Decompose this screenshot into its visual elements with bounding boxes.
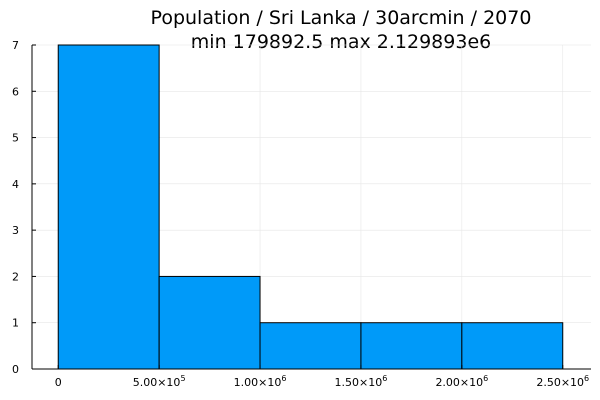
- x-tick-label: 1.00×106: [234, 374, 287, 389]
- x-tick-label: 2.50×106: [536, 374, 589, 389]
- y-tick-label: 4: [12, 178, 19, 191]
- histogram-bar: [158, 275, 261, 370]
- y-tick-label: 1: [12, 317, 19, 330]
- x-tick-label: 0: [55, 376, 62, 389]
- histogram-bar: [57, 44, 160, 370]
- histogram-bar: [461, 322, 564, 370]
- x-tick-label: 2.00×106: [435, 374, 488, 389]
- y-tick-label: 6: [12, 85, 19, 98]
- chart-title: Population / Sri Lanka / 30arcmin / 2070: [151, 7, 532, 29]
- y-tick-label: 5: [12, 132, 19, 145]
- y-tick-label: 0: [12, 363, 19, 376]
- y-tick-labels: 0 1 2 3 4 5 6 7: [12, 39, 19, 376]
- histogram-bars: [57, 44, 564, 370]
- x-tick-label: 5.00×105: [133, 374, 186, 389]
- x-tick-labels: 0 5.00×105 1.00×106 1.50×106 2.00×106 2.50×10…: [55, 374, 589, 389]
- x-tick-label: 1.50×106: [335, 374, 388, 389]
- y-tick-label: 3: [12, 224, 19, 237]
- axes: [31, 44, 591, 370]
- histogram-bar: [360, 322, 463, 370]
- y-tick-label: 2: [12, 270, 19, 283]
- chart-subtitle: min 179892.5 max 2.129893e6: [191, 31, 491, 53]
- histogram-bar: [259, 322, 362, 370]
- y-tick-label: 7: [12, 39, 19, 52]
